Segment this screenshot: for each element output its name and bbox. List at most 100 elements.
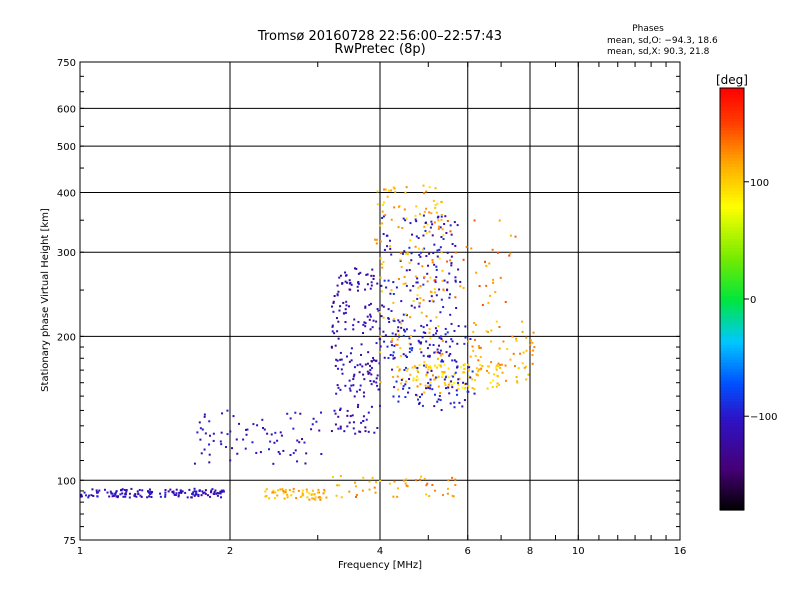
data-point bbox=[150, 492, 153, 495]
data-point bbox=[419, 255, 422, 258]
data-point bbox=[414, 393, 417, 396]
data-point bbox=[387, 308, 390, 311]
data-point bbox=[441, 269, 444, 272]
data-point bbox=[433, 221, 436, 224]
data-point bbox=[445, 351, 448, 354]
data-point bbox=[379, 338, 382, 341]
colorbar-segment bbox=[720, 208, 744, 213]
data-point bbox=[433, 351, 436, 354]
data-point bbox=[467, 369, 470, 372]
data-point bbox=[425, 315, 428, 318]
y-tick-label: 200 bbox=[57, 332, 76, 343]
data-point bbox=[426, 272, 429, 275]
data-point bbox=[220, 496, 223, 499]
colorbar-segment bbox=[720, 247, 744, 252]
data-point bbox=[393, 386, 396, 389]
data-point bbox=[430, 220, 433, 223]
data-point bbox=[322, 492, 325, 495]
colorbar-segment bbox=[720, 250, 744, 255]
data-point bbox=[405, 186, 408, 189]
data-point bbox=[428, 495, 431, 498]
data-point bbox=[436, 255, 439, 258]
data-point bbox=[387, 279, 390, 282]
data-point bbox=[334, 423, 337, 426]
data-point bbox=[455, 360, 458, 363]
y-tick-label: 300 bbox=[57, 248, 76, 259]
data-point bbox=[299, 412, 302, 415]
data-point bbox=[276, 489, 279, 492]
data-point bbox=[345, 300, 348, 303]
data-point bbox=[352, 328, 355, 331]
data-point bbox=[391, 332, 394, 335]
data-point bbox=[256, 424, 259, 427]
colorbar-segment bbox=[720, 190, 744, 195]
data-point bbox=[454, 244, 457, 247]
data-point bbox=[417, 398, 420, 401]
colorbar-segment bbox=[720, 338, 744, 342]
data-point bbox=[389, 292, 392, 295]
data-point bbox=[273, 441, 276, 444]
data-point bbox=[96, 495, 99, 498]
data-point bbox=[471, 345, 474, 348]
data-point bbox=[355, 493, 358, 496]
data-point bbox=[370, 383, 373, 386]
colorbar-segment bbox=[720, 302, 744, 306]
data-point bbox=[442, 234, 445, 237]
data-point bbox=[485, 330, 488, 333]
data-point bbox=[374, 491, 377, 494]
data-point bbox=[448, 296, 451, 299]
data-point bbox=[372, 274, 375, 277]
data-point bbox=[433, 279, 436, 282]
data-point bbox=[473, 388, 476, 391]
data-point bbox=[416, 281, 419, 284]
data-point bbox=[91, 488, 94, 491]
data-point bbox=[200, 494, 203, 497]
data-point bbox=[440, 214, 443, 217]
colorbar-segment bbox=[720, 295, 744, 300]
data-point bbox=[370, 274, 373, 277]
colorbar-segment bbox=[720, 277, 744, 282]
data-point bbox=[474, 323, 477, 326]
data-point bbox=[453, 372, 456, 375]
data-point bbox=[408, 378, 411, 381]
data-point bbox=[110, 492, 113, 495]
data-point bbox=[356, 390, 359, 393]
data-point bbox=[414, 275, 417, 278]
data-point bbox=[368, 318, 371, 321]
colorbar-segment bbox=[720, 205, 744, 210]
data-point bbox=[389, 245, 392, 248]
colorbar-segment bbox=[720, 244, 744, 249]
data-point bbox=[151, 490, 154, 493]
data-point bbox=[112, 494, 115, 497]
data-point bbox=[337, 415, 340, 418]
data-point bbox=[310, 493, 313, 496]
colorbar-segment bbox=[720, 356, 744, 360]
data-point bbox=[471, 387, 474, 390]
data-point bbox=[412, 299, 415, 302]
data-point bbox=[399, 347, 402, 350]
data-point bbox=[125, 489, 128, 492]
y-tick-label: 500 bbox=[57, 142, 76, 153]
data-point bbox=[404, 366, 407, 369]
data-point bbox=[442, 494, 445, 497]
data-point bbox=[119, 489, 122, 492]
data-point bbox=[418, 253, 421, 256]
data-point bbox=[435, 211, 438, 214]
data-point bbox=[357, 280, 360, 283]
data-point bbox=[263, 428, 266, 431]
data-point bbox=[456, 393, 459, 396]
data-point bbox=[349, 415, 352, 418]
data-point bbox=[440, 298, 443, 301]
data-point bbox=[259, 451, 262, 454]
data-point bbox=[173, 493, 176, 496]
colorbar-segment bbox=[720, 127, 744, 131]
data-point bbox=[381, 216, 384, 219]
data-point bbox=[429, 381, 432, 384]
data-point bbox=[396, 338, 399, 341]
colorbar-segment bbox=[720, 283, 744, 288]
data-point bbox=[434, 378, 437, 381]
data-point bbox=[387, 357, 390, 360]
data-point bbox=[442, 306, 445, 309]
data-point bbox=[252, 423, 255, 426]
data-point bbox=[212, 439, 215, 442]
